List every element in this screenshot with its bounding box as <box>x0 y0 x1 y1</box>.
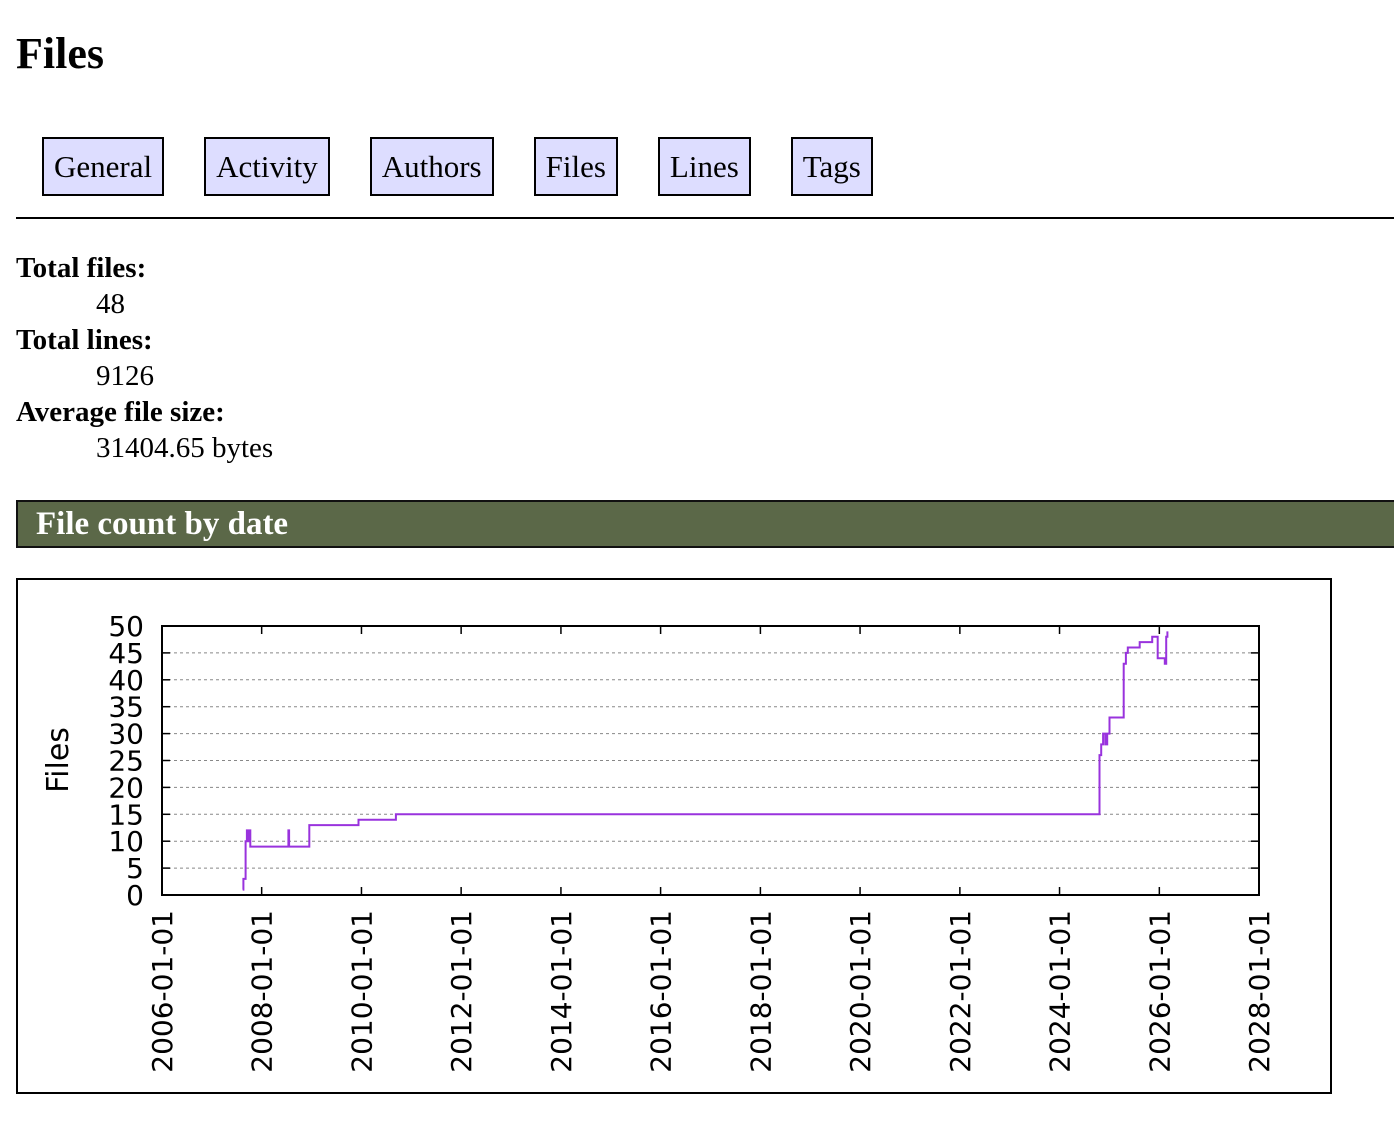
total-files-value: 48 <box>96 288 125 320</box>
nav-bar: General Activity Authors Files Lines Tag… <box>42 137 873 196</box>
page-title: Files <box>16 29 104 78</box>
avg-size-label: Average file size: <box>16 396 225 428</box>
x-tick-label: 2010-01-01 <box>345 910 378 1073</box>
series-line <box>242 631 1169 891</box>
chart-grid <box>162 652 1259 869</box>
stats-list: Total files: 48 Total lines: 9126 Averag… <box>16 250 273 466</box>
y-tick-label: 40 <box>108 664 144 697</box>
y-tick-label: 45 <box>108 637 144 670</box>
x-tick-label: 2020-01-01 <box>844 910 877 1073</box>
y-tick-label: 10 <box>108 825 144 858</box>
y-tick-label: 50 <box>108 610 144 643</box>
x-tick-label: 2022-01-01 <box>944 910 977 1073</box>
nav-files[interactable]: Files <box>533 137 618 196</box>
total-lines-label: Total lines: <box>16 324 153 356</box>
y-tick-label: 20 <box>108 771 144 804</box>
y-axis-label: Files <box>41 727 76 793</box>
y-tick-label: 0 <box>126 879 144 912</box>
x-tick-label: 2024-01-01 <box>1044 910 1077 1073</box>
x-tick-label: 2028-01-01 <box>1243 910 1276 1073</box>
nav-activity[interactable]: Activity <box>204 137 330 196</box>
x-tick-label: 2012-01-01 <box>445 910 478 1073</box>
x-tick-label: 2018-01-01 <box>744 910 777 1073</box>
total-lines-value: 9126 <box>96 360 154 392</box>
x-tick-label: 2008-01-01 <box>246 910 279 1073</box>
x-axis: 2006-01-01 2008-01-01 2010-01-01 2012-01-01… <box>146 626 1276 1073</box>
y-tick-label: 15 <box>108 798 144 831</box>
x-tick-label: 2016-01-01 <box>645 910 678 1073</box>
avg-size-value: 31404.65 bytes <box>96 432 274 464</box>
header-divider <box>16 217 1394 219</box>
nav-lines[interactable]: Lines <box>657 137 751 196</box>
x-tick-label: 2026-01-01 <box>1143 910 1176 1073</box>
y-tick-label: 5 <box>126 852 144 885</box>
chart-container: 0 5 10 15 20 25 30 35 40 45 50 2006-01-01 2008-01-0… <box>16 578 1332 1094</box>
total-files-label: Total files: <box>16 252 147 284</box>
y-tick-label: 25 <box>108 745 144 778</box>
y-tick-label: 30 <box>108 718 144 751</box>
section-header: File count by date <box>16 500 1394 548</box>
x-tick-label: 2006-01-01 <box>146 910 179 1073</box>
nav-tags[interactable]: Tags <box>790 137 873 196</box>
nav-general[interactable]: General <box>42 137 165 196</box>
nav-authors[interactable]: Authors <box>369 137 494 196</box>
y-tick-label: 35 <box>108 691 144 724</box>
x-tick-label: 2014-01-01 <box>545 910 578 1073</box>
